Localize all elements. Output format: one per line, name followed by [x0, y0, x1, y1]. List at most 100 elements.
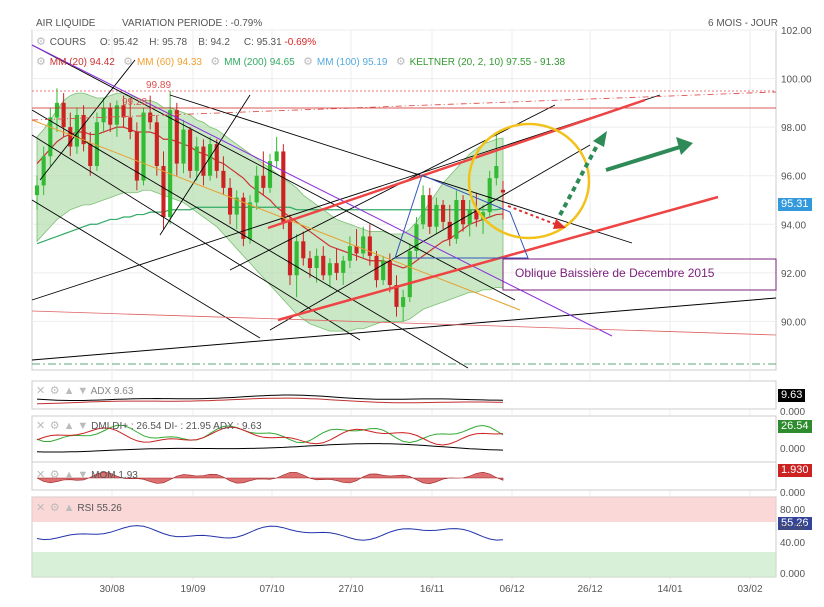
mom-value-tag: 1.930 [778, 464, 812, 477]
candle-body [247, 202, 253, 239]
candle-body [148, 112, 153, 123]
moving-average-line [36, 126, 504, 269]
rsi-axis-40: 40.00 [780, 538, 806, 549]
close-icon[interactable]: ✕ [36, 385, 46, 397]
candle-body [274, 151, 279, 162]
gear-icon[interactable]: ⚙ [49, 385, 60, 397]
candle-body [361, 236, 366, 254]
candle-body [61, 102, 66, 128]
x-tick-label: 27/10 [338, 584, 363, 595]
gear-icon[interactable]: ⚙ [303, 56, 313, 68]
gear-icon[interactable]: ⚙ [49, 469, 60, 481]
candle-body [354, 246, 359, 254]
candle-body [314, 255, 319, 268]
dmi-minus-line [36, 426, 504, 446]
candle-body [227, 187, 233, 215]
x-tick-label: 16/11 [420, 584, 445, 595]
gear-icon[interactable]: ⚙ [49, 420, 60, 432]
candle-body [347, 246, 352, 261]
arrow-up-icon[interactable]: ▲ [63, 502, 75, 514]
candle-body [174, 110, 179, 164]
close-icon[interactable]: ✕ [36, 502, 46, 514]
candle-body [81, 115, 86, 145]
rsi-value-tag: 55.26 [778, 517, 812, 530]
y-tick-label: 92.00 [781, 269, 806, 280]
candle-body [114, 105, 119, 125]
mom-panel-header: ✕ ⚙ ▲ ▼ MOM 1.93 [36, 469, 138, 482]
candle-body [234, 197, 239, 215]
candle-body [494, 166, 499, 179]
period-selector[interactable]: 6 MOIS - JOUR [708, 18, 779, 29]
keltner-legend[interactable]: KELTNER (20, 2, 10) 97.55 - 91.38 [409, 57, 566, 68]
candle-body [134, 132, 139, 181]
arrow-down-icon[interactable]: ▼ [77, 469, 89, 481]
dmi-adx-line [36, 443, 504, 453]
adx-value-tag: 9.63 [778, 389, 806, 402]
candle-body [48, 117, 53, 157]
candle-body [88, 144, 93, 166]
instrument-name: AIR LIQUIDE [36, 18, 96, 29]
low-value: B: 94.2 [198, 37, 230, 48]
y-tick-label: 100.00 [781, 75, 812, 86]
arrow-up-icon[interactable]: ▲ [63, 469, 75, 481]
candle-body [94, 122, 99, 166]
gear-icon[interactable]: ⚙ [49, 502, 60, 514]
ma60-legend[interactable]: MM (60) 94.33 [136, 57, 202, 68]
ma200-legend[interactable]: MM (200) 94.65 [224, 57, 295, 68]
candle-body [267, 161, 273, 188]
arrow-up-icon[interactable]: ▲ [63, 420, 75, 432]
candle-body [161, 166, 166, 217]
candle-body [401, 297, 406, 307]
gear-icon[interactable]: ⚙ [395, 56, 406, 68]
gear-icon[interactable]: ⚙ [36, 36, 46, 48]
ma20-legend[interactable]: MM (20) 94.42 [49, 57, 115, 68]
candle-body [500, 189, 506, 193]
price-axis: 90.00 92.00 94.00 96.00 98.00 100.00 102.00 [781, 26, 812, 328]
gear-icon[interactable]: ⚙ [36, 56, 46, 68]
candle-body [460, 200, 466, 225]
ma100-legend[interactable]: MM (100) 95.19 [316, 57, 388, 68]
x-tick-label: 19/09 [180, 584, 205, 595]
ohlc-legend: ⚙ COURS O: 95.42 H: 95.78 B: 94.2 C: 95.… [36, 36, 316, 49]
y-tick-label: 98.00 [781, 123, 806, 134]
close-icon[interactable]: ✕ [36, 469, 46, 481]
arrow-down-icon[interactable]: ▼ [77, 420, 89, 432]
candle-body [181, 129, 186, 164]
close-icon[interactable]: ✕ [36, 420, 46, 432]
rsi-oversold-zone [32, 552, 776, 577]
candle-body [214, 144, 219, 171]
date-axis: 30/08 19/09 07/10 27/10 16/11 06/12 26/12 14/01… [99, 584, 762, 595]
candle-body [154, 122, 159, 166]
candle-body [421, 195, 426, 225]
close-value: C: 95.31 [243, 37, 282, 48]
x-tick-label: 30/08 [99, 584, 124, 595]
indicator-panel [31, 380, 777, 410]
rsi-axis-80: 80.00 [780, 505, 806, 516]
y-tick-label: 102.00 [781, 26, 812, 37]
rsi-panel-header: ✕ ⚙ ▲ RSI 55.26 [36, 502, 122, 515]
candle-body [487, 178, 492, 213]
dmi-plus-line [36, 424, 504, 444]
candle-body [41, 156, 46, 186]
candle-body [294, 241, 299, 276]
arrow-up-icon[interactable]: ▲ [63, 385, 75, 397]
candle-body [321, 255, 326, 276]
y-tick-label: 90.00 [781, 317, 806, 328]
candle-body [327, 263, 332, 276]
gear-icon[interactable]: ⚙ [123, 56, 134, 68]
y-tick-label: 94.00 [781, 220, 806, 231]
dmi-value-tag: 26.54 [778, 420, 812, 433]
candle-body [201, 146, 206, 176]
rsi-line [36, 525, 504, 541]
candle-body [301, 241, 306, 259]
variation-label: VARIATION PERIODE : [122, 18, 228, 29]
trendline-drawings [31, 44, 777, 369]
mom-axis-label: 0.000 [780, 488, 806, 499]
candle-body [188, 129, 193, 171]
arrow-down-icon[interactable]: ▼ [77, 385, 89, 397]
variation-value: -0.79% [230, 18, 263, 29]
candle-body [281, 151, 286, 222]
gear-icon[interactable]: ⚙ [210, 56, 221, 68]
x-tick-label: 06/12 [499, 584, 524, 595]
